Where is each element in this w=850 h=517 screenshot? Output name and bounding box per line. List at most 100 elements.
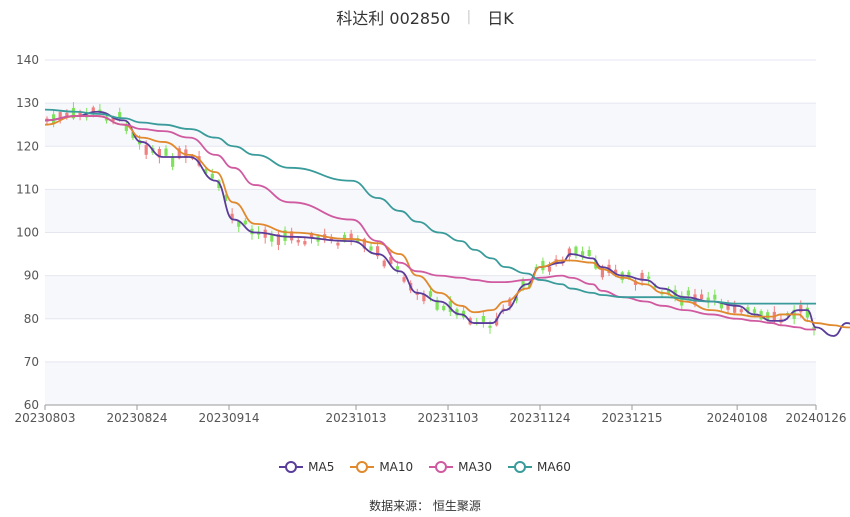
- candle-body: [157, 148, 162, 158]
- legend-label: MA5: [308, 460, 335, 474]
- candle-body: [223, 195, 228, 202]
- y-axis: 60 70 80 90 100 110 120 130 140: [16, 53, 39, 412]
- candle-body: [633, 280, 638, 285]
- legend-label: MA30: [458, 460, 493, 474]
- candle-body: [276, 234, 281, 245]
- y-tick-label: 90: [24, 269, 39, 283]
- candle-body: [58, 112, 62, 121]
- candle-body: [521, 281, 525, 288]
- x-tick-label: 20230914: [198, 411, 259, 425]
- candle-body: [567, 248, 571, 257]
- candle-body: [389, 256, 393, 265]
- candle-body: [528, 282, 532, 288]
- candle-body: [640, 272, 644, 281]
- chart-title: 科达利 002850 | 日K: [0, 0, 850, 34]
- candle-body: [587, 250, 591, 256]
- candle-body: [376, 246, 380, 257]
- candle-body: [614, 269, 618, 274]
- candle-body: [349, 233, 353, 240]
- x-tick-label: 20231124: [509, 411, 570, 425]
- candle-body: [719, 303, 724, 309]
- legend-swatch-icon: [279, 460, 304, 474]
- legend-label: MA60: [537, 460, 571, 474]
- candle-body: [336, 242, 340, 246]
- candle-body: [177, 148, 181, 159]
- legend-swatch-dot: [435, 461, 448, 473]
- candle-body: [210, 173, 214, 179]
- candle-body: [713, 294, 717, 300]
- candle-body: [78, 112, 82, 117]
- candle-body: [164, 148, 168, 156]
- ma-line-ma60: [44, 108, 816, 305]
- candle-body: [329, 236, 333, 241]
- candle-body: [799, 305, 803, 313]
- candle-body: [124, 125, 128, 131]
- candle-body: [495, 318, 499, 326]
- candle-body: [514, 296, 519, 301]
- period-label[interactable]: 日K: [487, 9, 514, 28]
- candle-body: [666, 289, 671, 295]
- candle-body: [547, 266, 552, 272]
- x-tick-label: 20231215: [601, 411, 662, 425]
- y-tick-label: 120: [16, 139, 39, 153]
- legend-swatch-icon: [508, 460, 533, 474]
- candle-body: [369, 246, 373, 251]
- candle-body: [448, 301, 452, 312]
- candle-body: [303, 241, 307, 245]
- candle-body: [805, 307, 809, 318]
- y-tick-label: 100: [16, 226, 39, 240]
- candle-body: [197, 156, 201, 166]
- candle-body: [270, 235, 274, 242]
- candle-body: [706, 297, 710, 303]
- candle-body: [237, 221, 241, 227]
- legend-swatch-icon: [429, 460, 454, 474]
- candle-body: [647, 276, 651, 279]
- candle-body: [204, 169, 208, 174]
- y-tick-label: 110: [16, 182, 39, 196]
- grid-band: [45, 361, 816, 405]
- candle-body: [428, 291, 433, 297]
- grid-band: [45, 189, 816, 233]
- legend-swatch-icon: [350, 460, 375, 474]
- x-tick-label: 20230824: [106, 411, 167, 425]
- legend-item-ma10[interactable]: MA10: [350, 460, 413, 474]
- x-tick-label: 20231103: [417, 411, 478, 425]
- legend-swatch-dot: [356, 461, 369, 473]
- legend-swatch-dot: [285, 461, 298, 473]
- legend-swatch-dot: [514, 461, 527, 473]
- candle-body: [171, 157, 175, 167]
- candle-body: [402, 277, 406, 282]
- candle-body: [230, 213, 234, 219]
- candle-body: [686, 290, 690, 296]
- candle-body: [574, 246, 578, 256]
- candle-body: [144, 145, 148, 155]
- legend-item-ma5[interactable]: MA5: [279, 460, 334, 474]
- candle-body: [283, 230, 287, 241]
- candle-body: [739, 309, 743, 313]
- x-tick-label: 20230803: [14, 411, 75, 425]
- x-tick-label: 20240108: [707, 411, 768, 425]
- candle-body: [752, 309, 757, 313]
- legend-item-ma30[interactable]: MA30: [429, 460, 492, 474]
- candle-body: [442, 305, 446, 311]
- candle-body: [746, 307, 750, 313]
- candle-body: [118, 112, 122, 118]
- candle-body: [422, 294, 426, 302]
- legend-label: MA10: [379, 460, 414, 474]
- y-tick-label: 80: [24, 312, 39, 326]
- candle-body: [600, 266, 605, 278]
- candle-body: [733, 304, 737, 313]
- legend-item-ma60[interactable]: MA60: [508, 460, 571, 474]
- candle-body: [812, 326, 816, 330]
- candle-body: [309, 232, 314, 238]
- candle-body: [290, 231, 294, 241]
- candle-body: [362, 238, 366, 249]
- x-axis: 20230803 20230824 20230914 20231013 20231103…: [14, 404, 847, 425]
- candle-body: [296, 239, 300, 243]
- x-tick-label: 20240126: [785, 411, 846, 425]
- kline-chart[interactable]: 60 70 80 90 100 110 120 130 140 20230803 20230824…: [0, 0, 850, 450]
- candle-body: [71, 107, 76, 119]
- candle-body: [508, 298, 512, 307]
- data-source: 数据来源： 恒生聚源: [369, 499, 481, 513]
- candle-body: [382, 260, 386, 267]
